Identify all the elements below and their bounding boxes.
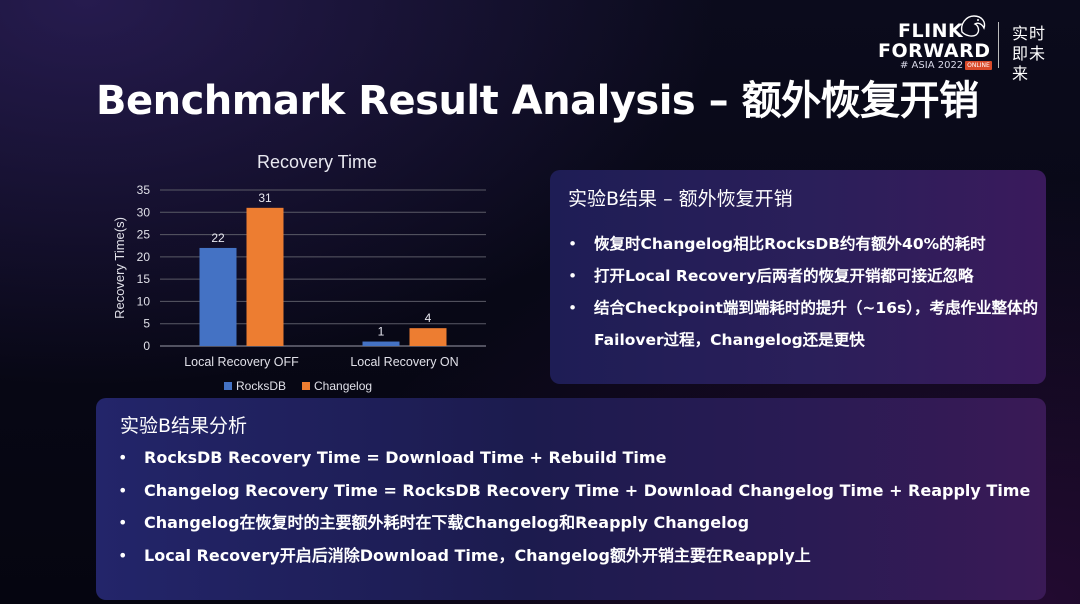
logo-slogan: 实时即未来 — [1012, 24, 1047, 83]
y-tick-label: 15 — [137, 272, 151, 286]
data-label: 4 — [425, 311, 432, 325]
result-panel: 实验B结果 – 额外恢复开销 恢复时Changelog相比RocksDB约有额外… — [550, 170, 1046, 384]
y-tick-label: 0 — [143, 339, 150, 353]
logo-line-1: FLINK — [898, 20, 964, 42]
y-tick-label: 5 — [143, 317, 150, 331]
analysis-bullet: Changelog在恢复时的主要额外耗时在下载Changelog和Reapply… — [118, 513, 1038, 533]
logo-separator — [998, 22, 999, 68]
logo-line-3: # ASIA 2022 ONLINE — [900, 60, 992, 71]
result-bullet-list: 恢复时Changelog相比RocksDB约有额外40%的耗时 打开Local … — [568, 234, 1038, 368]
legend-swatch — [302, 382, 310, 390]
bar-rocksdb — [199, 247, 237, 346]
analysis-bullet: Changelog Recovery Time = RocksDB Recove… — [118, 481, 1038, 501]
y-tick-label: 35 — [137, 183, 151, 197]
analysis-bullet-list: RocksDB Recovery Time = Download Time + … — [118, 448, 1038, 578]
data-label: 22 — [211, 231, 225, 245]
result-bullet: 恢复时Changelog相比RocksDB约有额外40%的耗时 — [568, 234, 1038, 254]
chart-svg: Recovery Time 0 5 10 15 20 25 30 35 Recovery Time… — [112, 152, 486, 393]
x-tick-label: Local Recovery ON — [350, 355, 458, 369]
flink-forward-logo: FLINK FORWARD # ASIA 2022 ONLINE 实时即未来 — [872, 12, 1072, 83]
analysis-bullet: RocksDB Recovery Time = Download Time + … — [118, 448, 1038, 468]
logo-event-text: # ASIA 2022 — [900, 60, 964, 71]
y-tick-label: 25 — [137, 228, 151, 242]
result-bullet: 打开Local Recovery后两者的恢复开销都可接近忽略 — [568, 266, 1038, 286]
bar-changelog — [409, 328, 447, 346]
data-label: 31 — [258, 191, 272, 205]
recovery-time-chart: Recovery Time 0 5 10 15 20 25 30 35 Recovery Time… — [106, 142, 516, 398]
result-panel-title: 实验B结果 – 额外恢复开销 — [568, 188, 793, 210]
analysis-bullet: Local Recovery开启后消除Download Time，Changel… — [118, 546, 1038, 566]
analysis-panel-title: 实验B结果分析 — [120, 415, 248, 437]
logo-badge: ONLINE — [965, 60, 992, 70]
legend-label: Changelog — [314, 379, 372, 393]
logo-line-2: FORWARD — [878, 40, 991, 62]
y-tick-label: 10 — [137, 294, 151, 308]
legend-label: RocksDB — [236, 379, 286, 393]
y-tick-label: 30 — [137, 205, 151, 219]
chart-title: Recovery Time — [257, 152, 377, 172]
result-bullet: 结合Checkpoint端到端耗时的提升（~16s），考虑作业整体的Failov… — [568, 292, 1038, 356]
data-label: 1 — [378, 325, 385, 339]
analysis-panel: 实验B结果分析 RocksDB Recovery Time = Download… — [96, 398, 1046, 600]
bar-rocksdb — [362, 341, 400, 346]
squirrel-icon — [960, 15, 986, 37]
y-axis-label: Recovery Time(s) — [112, 217, 127, 319]
y-tick-label: 20 — [137, 250, 151, 264]
legend-swatch — [224, 382, 232, 390]
x-tick-label: Local Recovery OFF — [184, 355, 299, 369]
bar-changelog — [246, 207, 284, 346]
slide-title: Benchmark Result Analysis – 额外恢复开销 — [96, 78, 979, 124]
